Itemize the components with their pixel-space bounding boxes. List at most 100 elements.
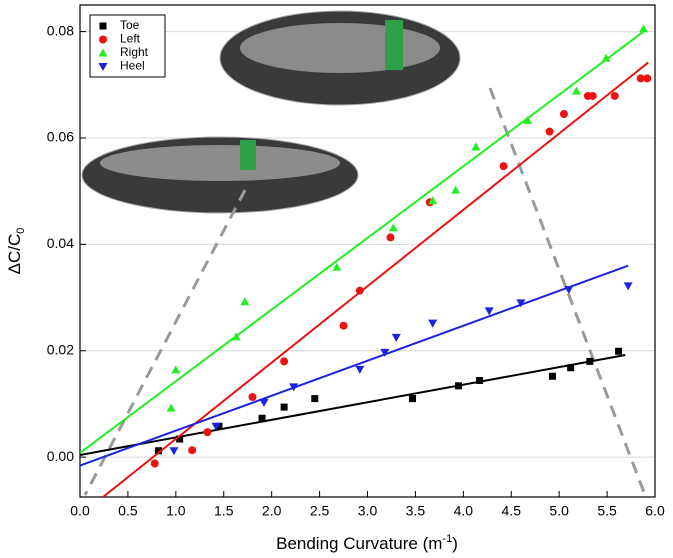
y-tick-label: 0.06 [47,129,74,145]
marker [231,332,241,341]
marker [150,459,159,468]
marker [311,395,319,403]
x-tick-label: 4.0 [454,503,474,519]
legend-label: Right [120,45,149,59]
x-tick-label: 0.0 [70,503,90,519]
marker [615,347,623,355]
fit-line [102,61,649,497]
fit-line [80,264,629,467]
marker [380,348,390,357]
marker [471,142,481,151]
y-axis-label: ΔC/C0 [5,228,26,275]
photo-top-bg [240,23,440,73]
marker [571,86,581,95]
fit-line [80,30,645,454]
marker [455,382,463,390]
x-tick-label: 0.5 [118,503,138,519]
marker [428,319,438,328]
marker [332,262,342,271]
marker [248,393,257,402]
marker [280,403,288,411]
y-label-sub: 0 [15,228,27,234]
marker [240,297,250,306]
marker [171,365,181,374]
marker [155,447,163,455]
pointer-line [83,189,247,496]
x-tick-label: 3.5 [406,503,426,519]
y-tick-label: 0.08 [47,22,74,38]
marker [258,414,266,422]
x-axis-label: Bending Curvature (m-1) [276,533,458,554]
y-tick-label: 0.00 [47,448,74,464]
series [80,347,626,456]
marker [586,357,594,365]
plot-frame [79,4,656,498]
marker [428,196,438,205]
legend-label: Heel [120,59,145,73]
fit-line [80,354,626,456]
series [80,264,633,467]
marker [203,428,212,437]
x-tick-label: 4.5 [502,503,522,519]
x-tick-label: 5.5 [597,503,617,519]
series [102,61,652,497]
marker [99,22,107,30]
marker [98,48,108,57]
x-label-sup: -1 [442,533,452,545]
marker [259,398,269,407]
marker [289,383,299,392]
marker [99,35,107,44]
marker [339,321,348,330]
marker [388,223,398,232]
marker [215,422,223,430]
marker [564,286,574,295]
marker [559,110,568,119]
marker [499,162,508,171]
photo-top-green [385,20,403,70]
x-tick-label: 3.0 [358,503,378,519]
marker [391,333,401,342]
marker [588,91,597,100]
x-tick-label: 2.0 [262,503,282,519]
marker [567,364,575,372]
marker [484,307,494,316]
marker [516,299,526,308]
x-tick-label: 1.5 [214,503,234,519]
pointer-line [488,87,647,496]
marker [355,365,365,374]
series [80,24,648,454]
photo-insets [81,10,647,496]
x-label-end: ) [452,534,458,553]
marker [623,282,633,291]
marker [643,74,652,83]
marker [601,53,611,62]
legend-label: Left [120,32,141,46]
marker [355,286,364,295]
marker [98,63,108,71]
marker [548,372,556,380]
x-tick-label: 5.0 [549,503,569,519]
photo-left-green [240,140,256,170]
marker [280,357,289,366]
marker [386,233,395,242]
marker [409,395,417,403]
photo-left-bg [100,145,340,181]
marker [451,185,461,194]
x-tick-label: 6.0 [645,503,665,519]
y-label-text: ΔC/C [5,234,24,275]
marker [188,446,197,455]
x-tick-label: 2.5 [310,503,330,519]
marker [476,377,484,385]
marker [169,447,179,456]
marker [545,127,554,136]
marker [523,115,533,124]
y-tick-label: 0.02 [47,341,74,357]
marker [211,422,221,431]
x-label-text: Bending Curvature (m [276,534,442,553]
marker [166,403,176,412]
marker [610,91,619,100]
legend-label: Toe [120,18,140,32]
x-tick-label: 1.0 [166,503,186,519]
